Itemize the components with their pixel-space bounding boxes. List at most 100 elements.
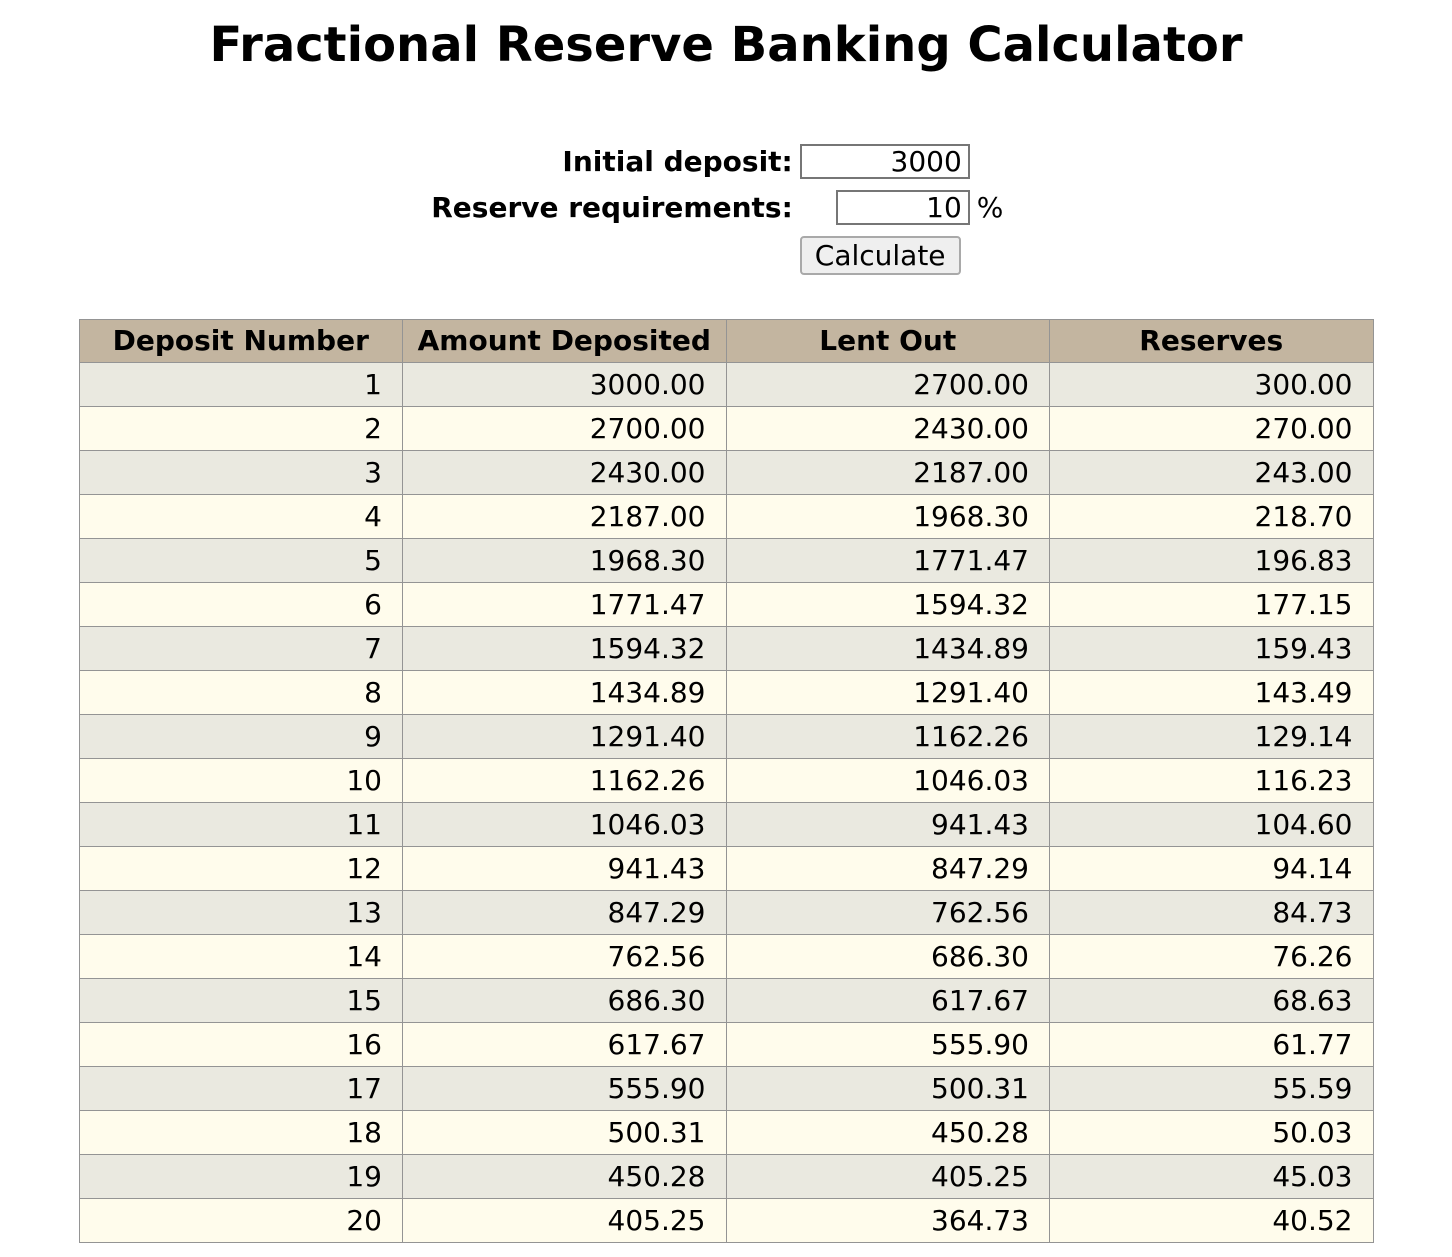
cell-lent-out: 847.29 [725, 845, 1050, 891]
cell-deposit-number: 19 [78, 1153, 403, 1199]
header-amount-deposited: Amount Deposited [402, 319, 727, 363]
cell-lent-out: 555.90 [725, 1021, 1050, 1067]
cell-reserves: 243.00 [1049, 449, 1374, 495]
cell-lent-out: 1162.26 [725, 713, 1050, 759]
cell-deposit-number: 5 [78, 537, 403, 583]
table-row: 19 450.28 405.25 45.03 [78, 1153, 1374, 1199]
cell-lent-out: 2187.00 [725, 449, 1050, 495]
cell-lent-out: 450.28 [725, 1109, 1050, 1155]
cell-lent-out: 364.73 [725, 1197, 1050, 1243]
cell-amount-deposited: 941.43 [402, 845, 727, 891]
table-row: 20 405.25 364.73 40.52 [78, 1197, 1374, 1243]
cell-deposit-number: 14 [78, 933, 403, 979]
cell-deposit-number: 4 [78, 493, 403, 539]
calculator-form: Initial deposit: Reserve requirements: %… [0, 144, 1452, 276]
table-row: 18 500.31 450.28 50.03 [78, 1109, 1374, 1155]
cell-lent-out: 1291.40 [725, 669, 1050, 715]
cell-amount-deposited: 2187.00 [402, 493, 727, 539]
cell-amount-deposited: 617.67 [402, 1021, 727, 1067]
cell-amount-deposited: 450.28 [402, 1153, 727, 1199]
cell-reserves: 270.00 [1049, 405, 1374, 451]
cell-deposit-number: 3 [78, 449, 403, 495]
header-deposit-number: Deposit Number [78, 319, 403, 363]
table-row: 1 3000.00 2700.00 300.00 [78, 361, 1374, 407]
cell-amount-deposited: 555.90 [402, 1065, 727, 1111]
table-row: 11 1046.03 941.43 104.60 [78, 801, 1374, 847]
cell-reserves: 61.77 [1049, 1021, 1374, 1067]
cell-reserves: 68.63 [1049, 977, 1374, 1023]
results-body: 1 3000.00 2700.00 300.00 2 2700.00 2430.… [78, 361, 1374, 1243]
table-row: 16 617.67 555.90 61.77 [78, 1021, 1374, 1067]
cell-deposit-number: 7 [78, 625, 403, 671]
cell-amount-deposited: 1046.03 [402, 801, 727, 847]
cell-amount-deposited: 2430.00 [402, 449, 727, 495]
cell-lent-out: 2700.00 [725, 361, 1050, 407]
cell-amount-deposited: 1162.26 [402, 757, 727, 803]
table-row: 9 1291.40 1162.26 129.14 [78, 713, 1374, 759]
cell-reserves: 50.03 [1049, 1109, 1374, 1155]
reserve-requirements-label: Reserve requirements: [431, 191, 793, 225]
cell-lent-out: 1968.30 [725, 493, 1050, 539]
cell-amount-deposited: 500.31 [402, 1109, 727, 1155]
table-row: 17 555.90 500.31 55.59 [78, 1065, 1374, 1111]
cell-deposit-number: 16 [78, 1021, 403, 1067]
cell-reserves: 45.03 [1049, 1153, 1374, 1199]
table-row: 4 2187.00 1968.30 218.70 [78, 493, 1374, 539]
cell-amount-deposited: 1594.32 [402, 625, 727, 671]
cell-deposit-number: 6 [78, 581, 403, 627]
cell-reserves: 159.43 [1049, 625, 1374, 671]
cell-lent-out: 1594.32 [725, 581, 1050, 627]
cell-deposit-number: 13 [78, 889, 403, 935]
table-row: 7 1594.32 1434.89 159.43 [78, 625, 1374, 671]
cell-lent-out: 686.30 [725, 933, 1050, 979]
cell-amount-deposited: 3000.00 [402, 361, 727, 407]
cell-lent-out: 941.43 [725, 801, 1050, 847]
cell-amount-deposited: 2700.00 [402, 405, 727, 451]
cell-lent-out: 1046.03 [725, 757, 1050, 803]
results-table-head: Deposit Number Amount Deposited Lent Out… [78, 319, 1374, 363]
cell-deposit-number: 12 [78, 845, 403, 891]
cell-reserves: 129.14 [1049, 713, 1374, 759]
cell-reserves: 84.73 [1049, 889, 1374, 935]
reserve-requirements-input[interactable] [835, 190, 970, 226]
cell-amount-deposited: 1968.30 [402, 537, 727, 583]
header-reserves: Reserves [1049, 319, 1374, 363]
cell-deposit-number: 1 [78, 361, 403, 407]
cell-reserves: 300.00 [1049, 361, 1374, 407]
cell-reserves: 196.83 [1049, 537, 1374, 583]
cell-deposit-number: 9 [78, 713, 403, 759]
cell-deposit-number: 10 [78, 757, 403, 803]
table-row: 14 762.56 686.30 76.26 [78, 933, 1374, 979]
cell-amount-deposited: 686.30 [402, 977, 727, 1023]
cell-deposit-number: 18 [78, 1109, 403, 1155]
cell-amount-deposited: 762.56 [402, 933, 727, 979]
table-row: 8 1434.89 1291.40 143.49 [78, 669, 1374, 715]
cell-deposit-number: 20 [78, 1197, 403, 1243]
cell-reserves: 40.52 [1049, 1197, 1374, 1243]
results-table: Deposit Number Amount Deposited Lent Out… [78, 319, 1374, 1243]
table-header-row: Deposit Number Amount Deposited Lent Out… [78, 319, 1374, 363]
cell-deposit-number: 17 [78, 1065, 403, 1111]
table-row: 13 847.29 762.56 84.73 [78, 889, 1374, 935]
cell-reserves: 55.59 [1049, 1065, 1374, 1111]
header-lent-out: Lent Out [725, 319, 1050, 363]
table-row: 15 686.30 617.67 68.63 [78, 977, 1374, 1023]
cell-reserves: 177.15 [1049, 581, 1374, 627]
cell-amount-deposited: 405.25 [402, 1197, 727, 1243]
cell-reserves: 104.60 [1049, 801, 1374, 847]
cell-amount-deposited: 1291.40 [402, 713, 727, 759]
cell-deposit-number: 2 [78, 405, 403, 451]
initial-deposit-label: Initial deposit: [562, 145, 793, 179]
calculate-button[interactable]: Calculate [799, 236, 961, 276]
table-row: 10 1162.26 1046.03 116.23 [78, 757, 1374, 803]
page-title: Fractional Reserve Banking Calculator [209, 17, 1243, 73]
initial-deposit-input[interactable] [799, 144, 970, 180]
cell-lent-out: 500.31 [725, 1065, 1050, 1111]
cell-deposit-number: 8 [78, 669, 403, 715]
cell-lent-out: 2430.00 [725, 405, 1050, 451]
cell-amount-deposited: 1434.89 [402, 669, 727, 715]
cell-reserves: 116.23 [1049, 757, 1374, 803]
table-row: 2 2700.00 2430.00 270.00 [78, 405, 1374, 451]
table-row: 12 941.43 847.29 94.14 [78, 845, 1374, 891]
cell-lent-out: 762.56 [725, 889, 1050, 935]
